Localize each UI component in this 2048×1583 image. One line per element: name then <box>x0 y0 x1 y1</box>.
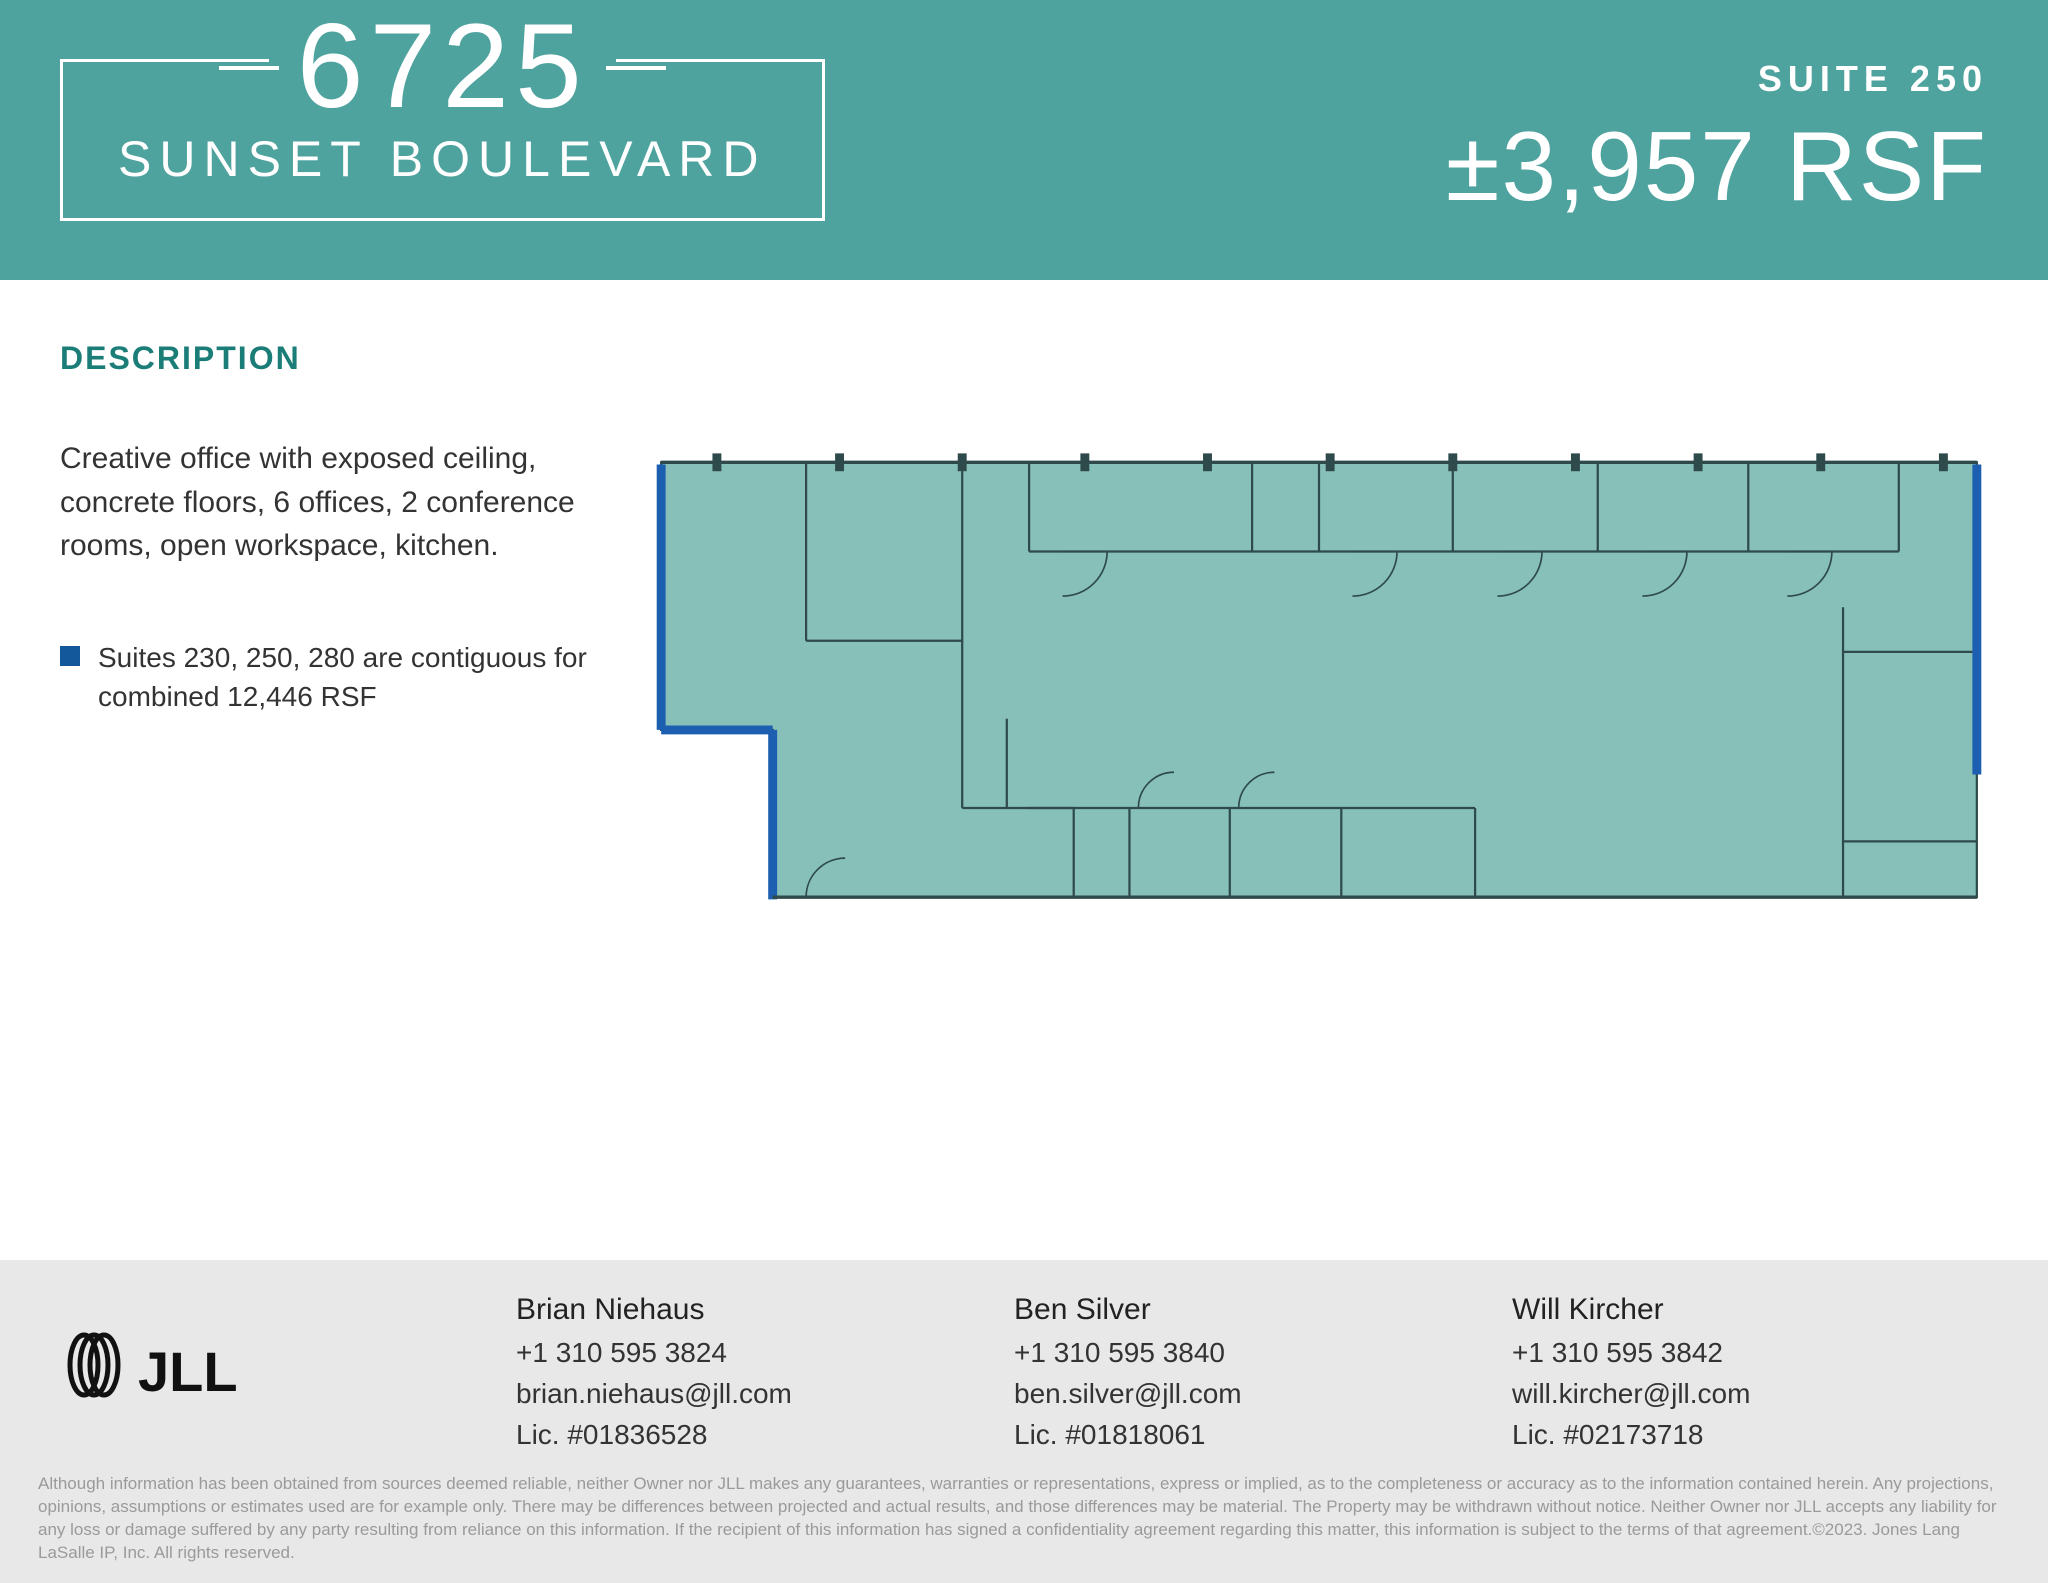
contact-phone: +1 310 595 3824 <box>516 1333 1014 1374</box>
body: DESCRIPTION Creative office with exposed… <box>0 280 2048 913</box>
suite-label: SUITE 250 <box>1446 58 1988 100</box>
contact-license: Lic. #01836528 <box>516 1415 1014 1456</box>
contacts-row: JLL Brian Niehaus+1 310 595 3824brian.ni… <box>38 1288 2010 1455</box>
contact-block: Ben Silver+1 310 595 3840ben.silver@jll.… <box>1014 1288 1512 1455</box>
contact-phone: +1 310 595 3840 <box>1014 1333 1512 1374</box>
jll-logo: JLL <box>56 1332 516 1411</box>
bullet-row: Suites 230, 250, 280 are contiguous for … <box>60 638 620 716</box>
jll-logo-text: JLL <box>138 1339 238 1404</box>
floorplan-container <box>620 340 1988 913</box>
contact-name: Brian Niehaus <box>516 1288 1014 1332</box>
square-bullet-icon <box>60 646 80 666</box>
header-banner: 6725 SUNSET BOULEVARD SUITE 250 ±3,957 R… <box>0 0 2048 280</box>
contact-block: Will Kircher+1 310 595 3842will.kircher@… <box>1512 1288 2010 1455</box>
bullet-text: Suites 230, 250, 280 are contiguous for … <box>98 638 620 716</box>
description-text: Creative office with exposed ceiling, co… <box>60 437 620 568</box>
contact-license: Lic. #02173718 <box>1512 1415 2010 1456</box>
contact-email: will.kircher@jll.com <box>1512 1374 2010 1415</box>
floorplan-diagram <box>650 440 1988 908</box>
contact-block: Brian Niehaus+1 310 595 3824brian.niehau… <box>516 1288 1014 1455</box>
address-number: 6725 <box>269 6 616 126</box>
contact-email: brian.niehaus@jll.com <box>516 1374 1014 1415</box>
contact-license: Lic. #01818061 <box>1014 1415 1512 1456</box>
disclaimer-text: Although information has been obtained f… <box>38 1473 2010 1565</box>
contact-name: Ben Silver <box>1014 1288 1512 1332</box>
contact-email: ben.silver@jll.com <box>1014 1374 1512 1415</box>
footer: JLL Brian Niehaus+1 310 595 3824brian.ni… <box>0 1260 2048 1583</box>
header-right: SUITE 250 ±3,957 RSF <box>1446 58 1988 223</box>
address-street: SUNSET BOULEVARD <box>118 130 767 188</box>
rsf-value: ±3,957 RSF <box>1446 110 1988 223</box>
contact-name: Will Kircher <box>1512 1288 2010 1332</box>
contact-phone: +1 310 595 3842 <box>1512 1333 2010 1374</box>
address-box: 6725 SUNSET BOULEVARD <box>60 59 825 221</box>
left-column: DESCRIPTION Creative office with exposed… <box>60 340 620 913</box>
description-heading: DESCRIPTION <box>60 340 620 377</box>
jll-logo-icon <box>56 1332 132 1411</box>
